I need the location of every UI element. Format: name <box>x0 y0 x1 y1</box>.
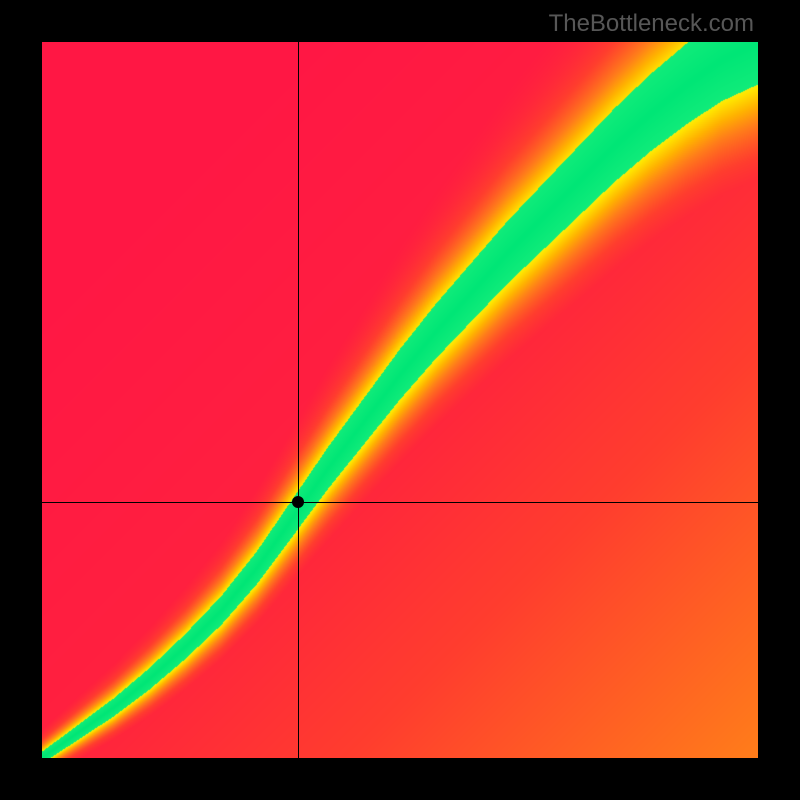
heatmap-canvas <box>42 42 758 758</box>
crosshair-horizontal <box>42 502 758 503</box>
bottleneck-heatmap <box>42 42 758 758</box>
watermark-text: TheBottleneck.com <box>549 10 754 38</box>
crosshair-vertical <box>298 42 299 758</box>
selection-marker <box>292 496 304 508</box>
